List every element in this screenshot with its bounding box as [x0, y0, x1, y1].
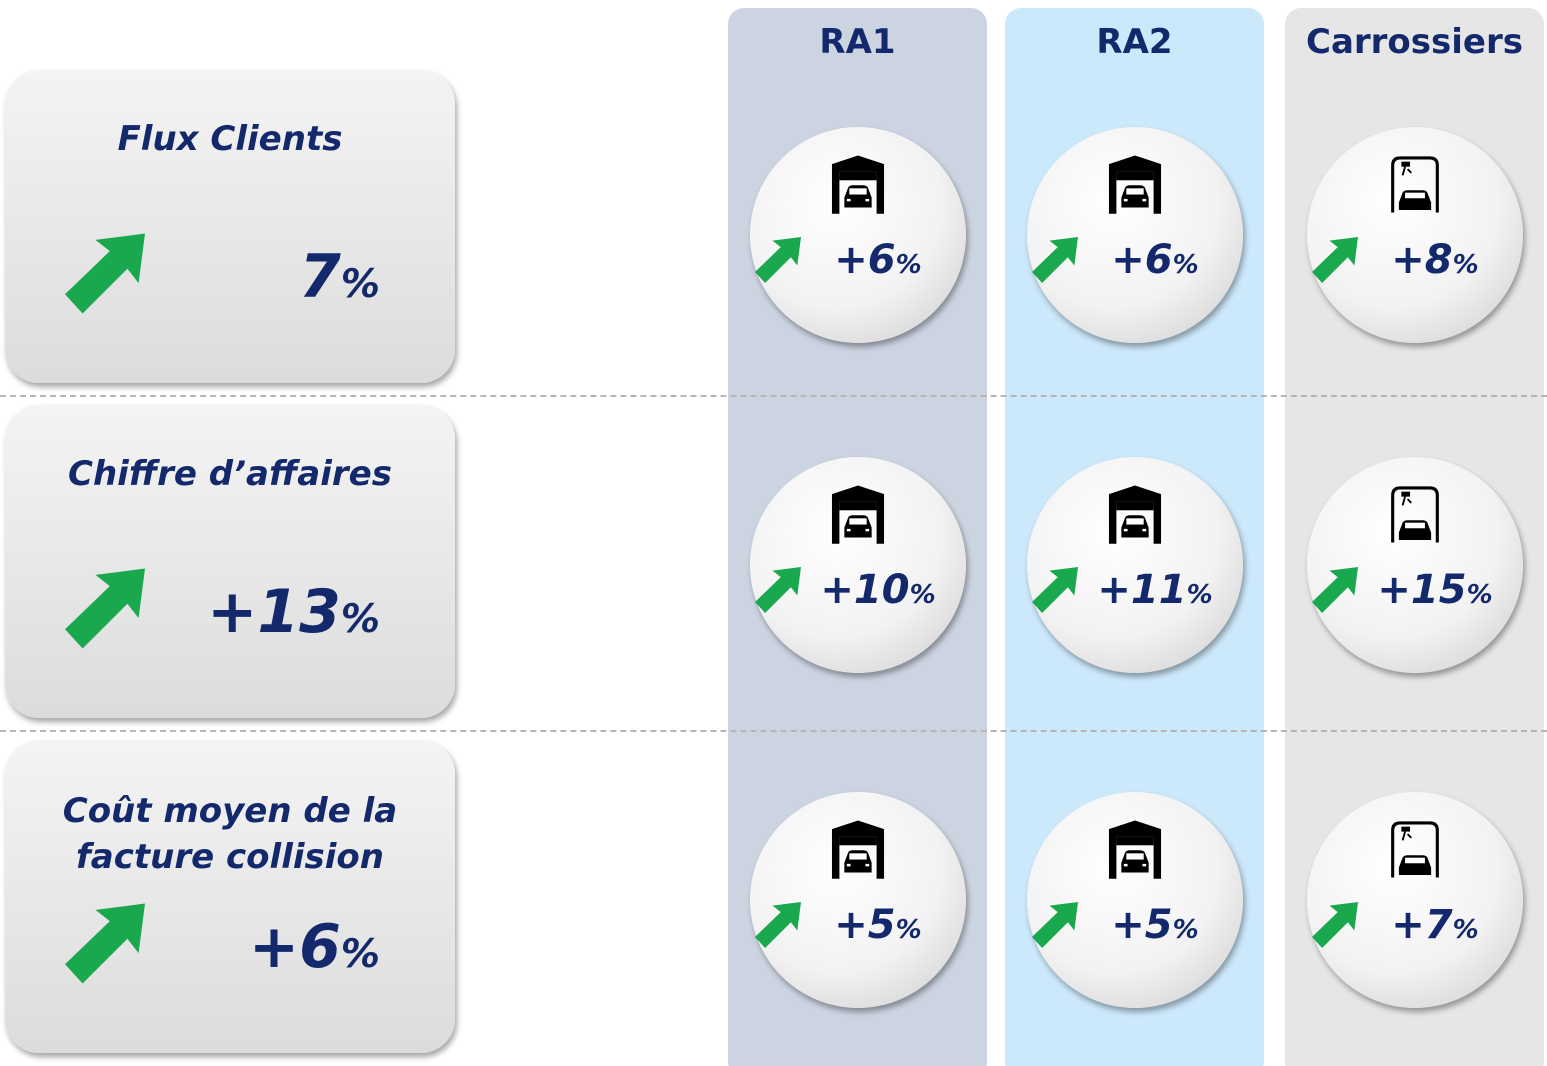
badge-value: +15% — [1377, 567, 1493, 613]
metric-label: Flux Clients — [117, 119, 343, 159]
bodyshop-icon — [1391, 821, 1439, 878]
trend-arrow — [755, 237, 801, 283]
value-badge — [1307, 792, 1523, 1008]
metric-label: Coût moyen de la facture collision — [62, 791, 398, 877]
row-divider — [0, 395, 1547, 397]
garage-icon — [1108, 155, 1162, 214]
garage-icon — [831, 820, 885, 879]
garage-icon — [831, 155, 885, 214]
badge-value: +5% — [1111, 902, 1199, 948]
bodyshop-icon — [1391, 486, 1439, 543]
metric-card — [5, 405, 455, 718]
metric-label: Chiffre d’affaires — [68, 454, 392, 494]
badge-value: +10% — [820, 567, 936, 613]
column-header: Carrossiers — [1306, 22, 1523, 62]
garage-icon — [831, 485, 885, 544]
trend-arrow — [1312, 567, 1358, 613]
metric-total: +6% — [248, 912, 380, 982]
badge-value: +6% — [834, 237, 922, 283]
garage-icon — [1108, 485, 1162, 544]
metric-card — [5, 70, 455, 383]
badge-value: +11% — [1097, 567, 1213, 613]
metric-card — [5, 740, 455, 1053]
trend-arrow — [65, 903, 145, 984]
badge-value: +8% — [1391, 237, 1479, 283]
trend-arrow — [1312, 902, 1358, 948]
badge-value: +5% — [834, 902, 922, 948]
trend-arrow — [65, 233, 145, 314]
trend-arrow — [1032, 237, 1078, 283]
bodyshop-icon — [1391, 156, 1439, 213]
badge-value: +6% — [1111, 237, 1199, 283]
trend-arrow — [755, 902, 801, 948]
badge-value: +7% — [1391, 902, 1479, 948]
value-badge — [1307, 127, 1523, 343]
trend-arrow — [1032, 567, 1078, 613]
trend-arrow — [1312, 237, 1358, 283]
trend-arrow — [755, 567, 801, 613]
trend-arrow — [1032, 902, 1078, 948]
column-header: RA2 — [1096, 22, 1173, 62]
garage-icon — [1108, 820, 1162, 879]
row-divider — [0, 730, 1547, 732]
column-header: RA1 — [819, 22, 896, 62]
value-badge — [1307, 457, 1523, 673]
trend-arrow — [65, 568, 145, 649]
metric-total: +13% — [207, 577, 380, 647]
metric-total: 7% — [299, 242, 380, 312]
